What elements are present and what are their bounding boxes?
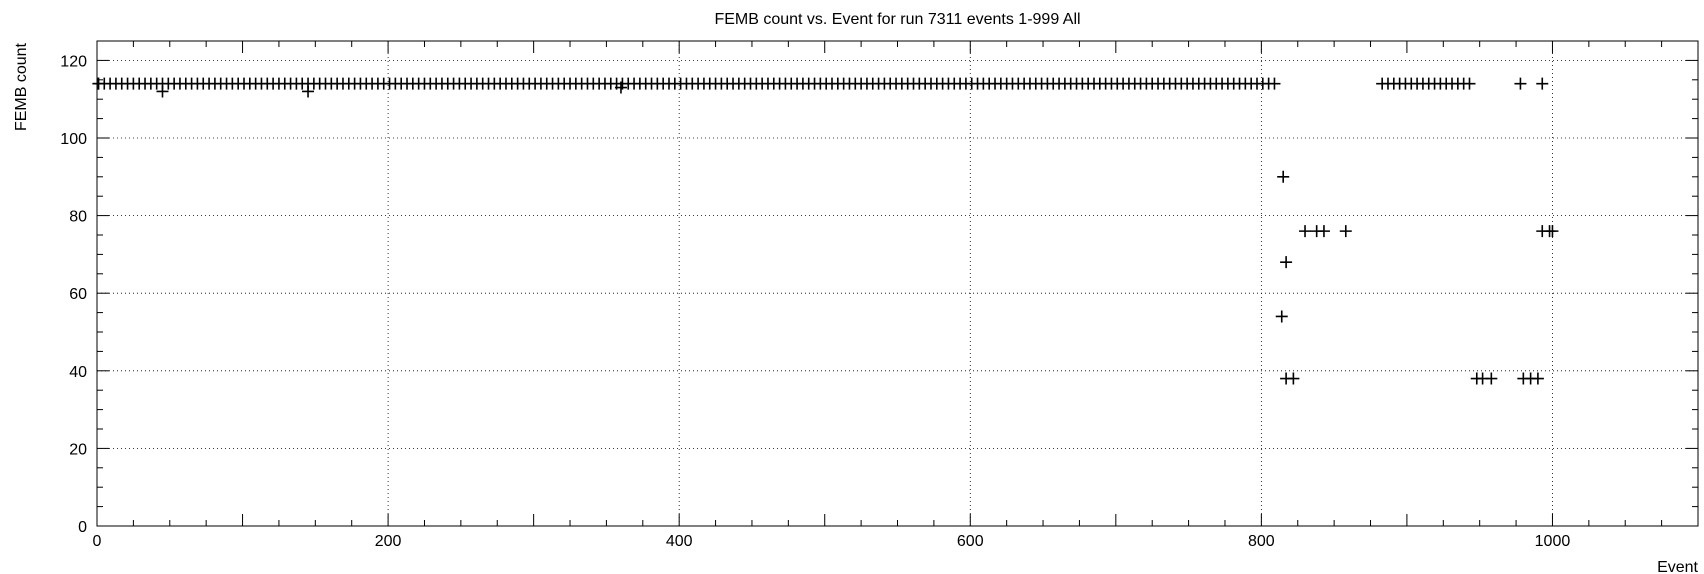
data-point bbox=[302, 85, 315, 98]
tick-labels: 0 200 400 600 800 1000 0 20 40 60 80 100 120 bbox=[60, 53, 1570, 550]
y-tick-label: 80 bbox=[69, 209, 87, 226]
y-tick-label: 20 bbox=[69, 441, 87, 458]
y-tick-label: 0 bbox=[78, 519, 87, 536]
y-tick-label: 120 bbox=[60, 53, 87, 70]
y-tick-label: 100 bbox=[60, 131, 87, 148]
x-tick-label: 0 bbox=[93, 533, 102, 550]
data-point bbox=[156, 85, 169, 98]
data-point bbox=[1463, 77, 1476, 90]
data-point bbox=[1339, 225, 1352, 238]
axis-ticks bbox=[96, 40, 1699, 527]
y-tick-label: 40 bbox=[69, 364, 87, 381]
x-tick-label: 400 bbox=[666, 533, 693, 550]
data-point bbox=[1514, 77, 1527, 90]
x-tick-label: 800 bbox=[1248, 533, 1275, 550]
data-points bbox=[92, 77, 1559, 385]
data-point bbox=[1280, 256, 1293, 269]
data-point bbox=[1268, 77, 1281, 90]
plot-frame bbox=[96, 40, 1699, 527]
data-point bbox=[1546, 225, 1559, 238]
grid bbox=[97, 41, 1698, 526]
data-point bbox=[1531, 372, 1544, 385]
data-point bbox=[1317, 225, 1330, 238]
x-axis-title: Event bbox=[1657, 559, 1698, 574]
data-point bbox=[92, 77, 105, 90]
x-tick-label: 600 bbox=[957, 533, 984, 550]
data-point bbox=[1275, 310, 1288, 323]
data-point bbox=[614, 81, 627, 94]
data-point bbox=[1485, 372, 1498, 385]
data-point bbox=[1299, 225, 1312, 238]
y-tick-label: 60 bbox=[69, 286, 87, 303]
y-axis-title: FEMB count bbox=[13, 42, 30, 131]
data-point bbox=[1277, 170, 1290, 183]
x-tick-label: 200 bbox=[375, 533, 402, 550]
data-point bbox=[1536, 77, 1549, 90]
data-point bbox=[1287, 372, 1300, 385]
chart-title: FEMB count vs. Event for run 7311 events… bbox=[714, 11, 1080, 28]
x-tick-label: 1000 bbox=[1535, 533, 1571, 550]
